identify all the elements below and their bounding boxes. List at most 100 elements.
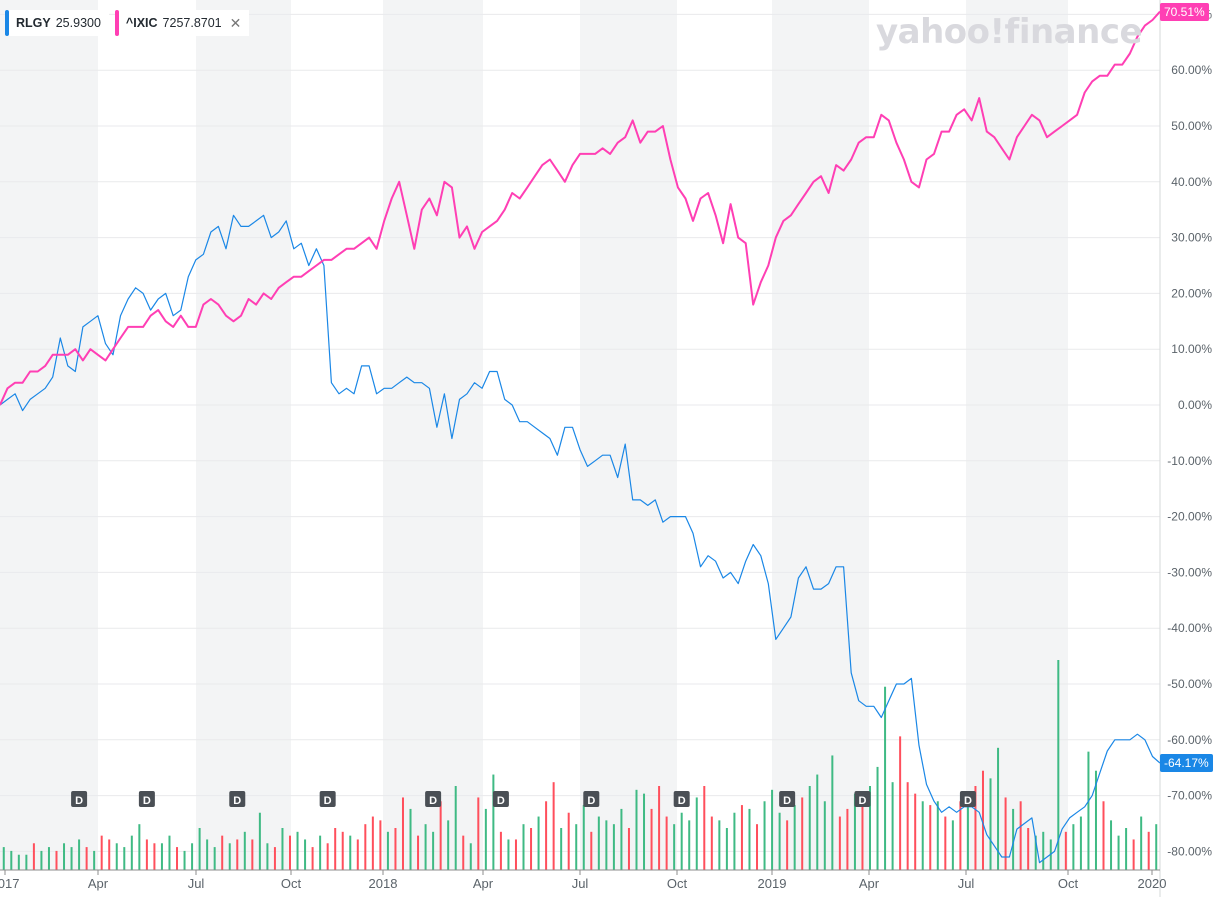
volume-bar bbox=[703, 786, 706, 870]
volume-bar bbox=[763, 801, 766, 870]
legend-value: 25.9300 bbox=[55, 16, 101, 30]
volume-bar bbox=[160, 843, 163, 870]
volume-bar bbox=[665, 816, 668, 870]
legend-item-rlgy[interactable]: RLGY 25.9300 bbox=[5, 10, 109, 36]
close-icon[interactable]: ✕ bbox=[229, 14, 242, 31]
volume-bar bbox=[1087, 751, 1090, 870]
dividend-marker-label: D bbox=[497, 795, 505, 807]
volume-bar bbox=[582, 805, 585, 870]
shade-band bbox=[966, 0, 1068, 870]
volume-bar bbox=[899, 736, 902, 870]
legend-swatch-rlgy bbox=[5, 10, 9, 36]
volume-bar bbox=[530, 828, 533, 870]
volume-bar bbox=[409, 808, 412, 870]
volume-bar bbox=[740, 805, 743, 870]
volume-bar bbox=[1132, 839, 1135, 870]
series-line-ixic bbox=[0, 10, 1161, 406]
volume-bar bbox=[191, 843, 194, 870]
volume-bar bbox=[115, 843, 118, 870]
volume-bar bbox=[1064, 831, 1067, 870]
volume-bar bbox=[823, 801, 826, 870]
volume-bar bbox=[1147, 831, 1150, 870]
volume-bar bbox=[507, 839, 510, 870]
x-tick-label: 2019 bbox=[758, 876, 787, 891]
volume-bar bbox=[733, 812, 736, 870]
legend-item-ixic[interactable]: ^IXIC 7257.8701 ✕ bbox=[114, 10, 250, 36]
dividend-marker-label: D bbox=[324, 795, 332, 807]
volume-bar bbox=[2, 847, 5, 870]
volume-bar bbox=[394, 828, 397, 870]
volume-bar bbox=[989, 778, 992, 870]
volume-bars bbox=[2, 660, 1158, 870]
volume-bar bbox=[1004, 797, 1007, 870]
dividend-marker-label: D bbox=[678, 795, 686, 807]
dividend-marker: D bbox=[492, 791, 509, 807]
volume-bar bbox=[153, 843, 156, 870]
volume-bar bbox=[198, 828, 201, 870]
x-tick-label: Oct bbox=[281, 876, 302, 891]
volume-bar bbox=[78, 839, 81, 870]
volume-bar bbox=[756, 824, 759, 870]
volume-bar bbox=[861, 797, 864, 870]
volume-bar bbox=[545, 801, 548, 870]
dividend-marker-label: D bbox=[75, 795, 83, 807]
dividend-marker-label: D bbox=[858, 795, 866, 807]
volume-bar bbox=[876, 766, 879, 870]
dividend-marker: D bbox=[779, 791, 796, 807]
volume-bar bbox=[650, 808, 653, 870]
x-tick-label: Apr bbox=[859, 876, 880, 891]
volume-bar bbox=[514, 839, 517, 870]
shade-band bbox=[772, 0, 869, 870]
volume-bar bbox=[454, 786, 457, 870]
y-tick-label: 50.00% bbox=[1171, 119, 1212, 133]
volume-bar bbox=[695, 797, 698, 870]
shade-band bbox=[196, 0, 291, 870]
dividend-marker-label: D bbox=[233, 795, 241, 807]
volume-bar bbox=[1034, 835, 1037, 870]
volume-bar bbox=[25, 854, 28, 870]
volume-bar bbox=[688, 820, 691, 870]
volume-bar bbox=[469, 843, 472, 870]
y-tick-label: 60.00% bbox=[1171, 63, 1212, 77]
volume-bar bbox=[831, 755, 834, 870]
volume-bar bbox=[846, 808, 849, 870]
volume-bar bbox=[838, 816, 841, 870]
volume-bar bbox=[612, 824, 615, 870]
volume-bar bbox=[597, 816, 600, 870]
dividend-marker: D bbox=[583, 791, 600, 807]
shade-band bbox=[580, 0, 677, 870]
y-tick-label: -30.00% bbox=[1167, 565, 1212, 579]
legend-symbol: ^IXIC bbox=[125, 16, 158, 30]
volume-bar bbox=[816, 774, 819, 870]
volume-bar bbox=[243, 831, 246, 870]
volume-bar bbox=[85, 847, 88, 870]
volume-bar bbox=[921, 801, 924, 870]
legend-swatch-ixic bbox=[114, 10, 119, 36]
y-tick-label: 20.00% bbox=[1171, 286, 1212, 300]
volume-bar bbox=[281, 828, 284, 870]
volume-bar bbox=[801, 797, 804, 870]
volume-bar bbox=[258, 812, 261, 870]
volume-bar bbox=[32, 843, 35, 870]
volume-bar bbox=[680, 812, 683, 870]
volume-bar bbox=[1102, 801, 1105, 870]
volume-bar bbox=[718, 820, 721, 870]
dividend-marker-label: D bbox=[429, 795, 437, 807]
end-label-ixic: 70.51% bbox=[1160, 2, 1209, 21]
volume-bar bbox=[997, 747, 1000, 870]
x-tick-label: Apr bbox=[473, 876, 494, 891]
dividend-marker-label: D bbox=[964, 795, 972, 807]
y-tick-label: -20.00% bbox=[1167, 510, 1212, 524]
volume-bar bbox=[304, 839, 307, 870]
yahoo-finance-logo: yahoo!finance bbox=[876, 12, 1143, 52]
dividend-marker: D bbox=[138, 791, 155, 807]
volume-bar bbox=[401, 797, 404, 870]
volume-bar bbox=[356, 839, 359, 870]
dividend-marker: D bbox=[425, 791, 442, 807]
dividend-marker-label: D bbox=[587, 795, 595, 807]
volume-bar bbox=[643, 793, 646, 870]
volume-bar bbox=[1079, 816, 1082, 870]
volume-bar bbox=[424, 824, 427, 870]
dividend-marker-label: D bbox=[783, 795, 791, 807]
